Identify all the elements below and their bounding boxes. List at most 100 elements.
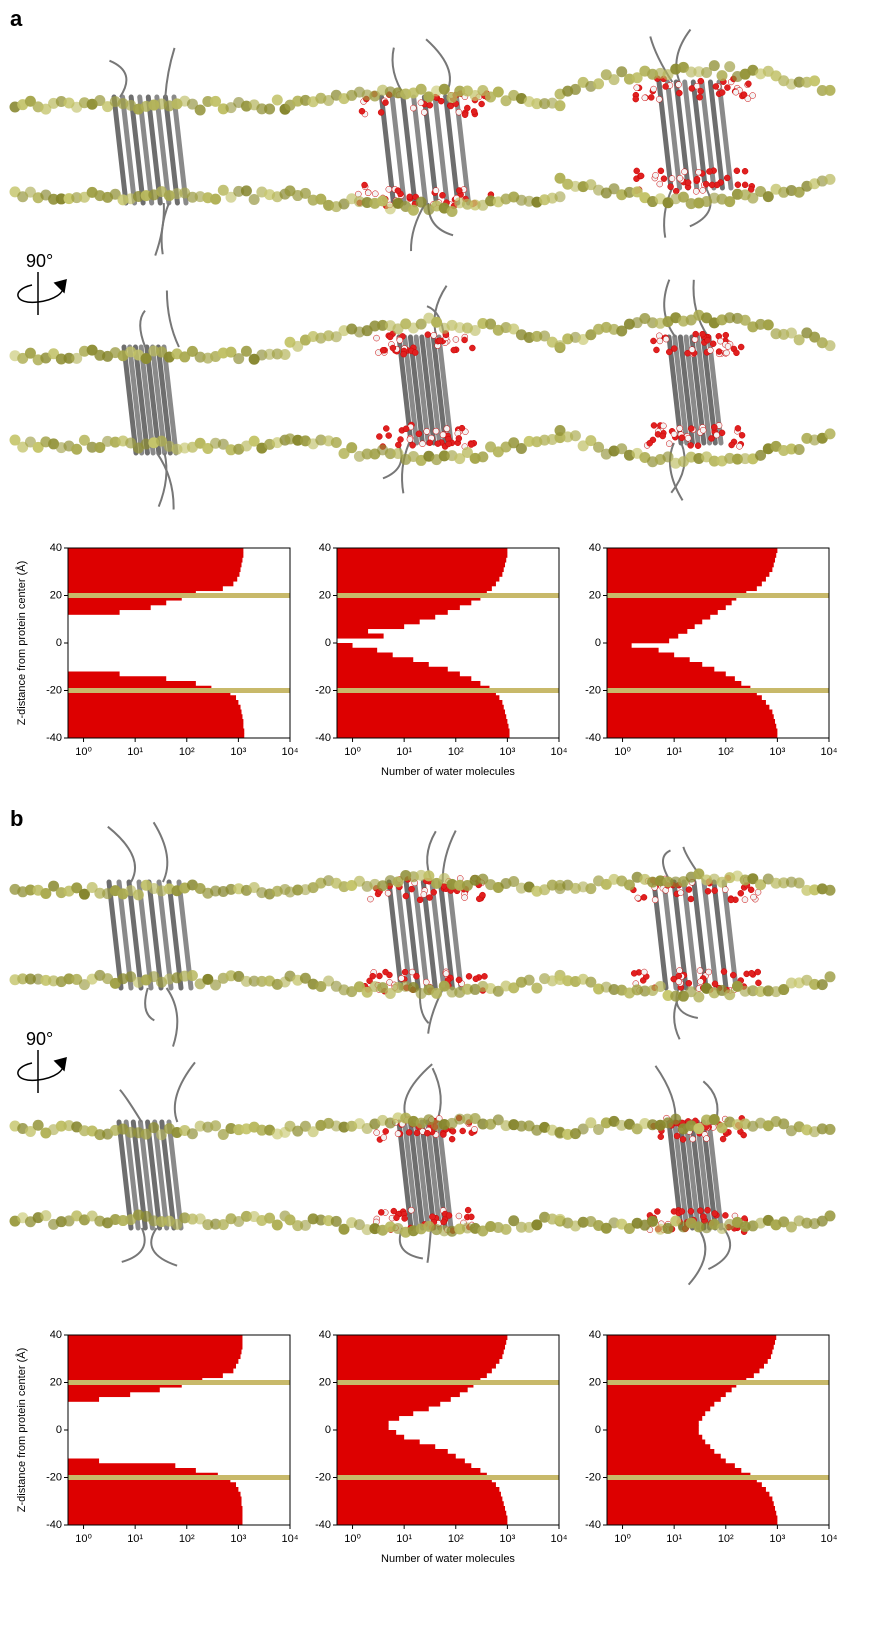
lipid-head bbox=[415, 83, 427, 95]
beta-strand bbox=[389, 94, 407, 206]
x-tick-label: 10¹ bbox=[396, 1533, 412, 1545]
lipid-head bbox=[461, 446, 473, 458]
water bbox=[402, 892, 410, 900]
bar bbox=[337, 1387, 468, 1393]
bar bbox=[337, 552, 508, 558]
lipid-head bbox=[816, 1215, 828, 1227]
water bbox=[711, 424, 718, 431]
lipid-head bbox=[338, 447, 350, 459]
beta-strand bbox=[671, 879, 689, 991]
bar bbox=[337, 671, 460, 677]
bar bbox=[337, 1487, 500, 1493]
lipid-head bbox=[94, 442, 106, 454]
bar bbox=[607, 1439, 706, 1445]
lipid-head bbox=[330, 331, 342, 343]
lipid-head bbox=[48, 193, 60, 205]
water bbox=[676, 89, 683, 97]
molecule-render bbox=[284, 285, 566, 494]
bar bbox=[337, 595, 481, 601]
bar bbox=[607, 1515, 778, 1521]
y-tick-label: -20 bbox=[585, 684, 601, 696]
water bbox=[449, 1128, 457, 1135]
water bbox=[464, 1206, 472, 1214]
rotation-arrow bbox=[17, 272, 67, 1093]
bar bbox=[607, 609, 718, 615]
bar bbox=[607, 1401, 715, 1407]
bar bbox=[337, 1496, 503, 1502]
water bbox=[696, 967, 704, 974]
lipid-head bbox=[415, 196, 427, 208]
bar bbox=[68, 1335, 243, 1341]
bar bbox=[337, 1339, 507, 1345]
bar bbox=[607, 681, 742, 687]
lipid-head bbox=[338, 198, 350, 210]
lipid-head bbox=[194, 1213, 206, 1225]
beta-strand bbox=[701, 879, 719, 991]
beta-strand bbox=[706, 1119, 724, 1231]
lipid-head bbox=[210, 1120, 222, 1132]
water bbox=[704, 1206, 711, 1214]
water bbox=[372, 190, 379, 197]
lipid-head bbox=[240, 975, 252, 987]
water bbox=[745, 80, 752, 88]
lipid-head bbox=[86, 441, 98, 453]
water bbox=[667, 183, 674, 190]
lipid-head bbox=[55, 193, 67, 205]
bar bbox=[607, 714, 774, 720]
water bbox=[640, 894, 648, 901]
lipid-head bbox=[554, 424, 566, 436]
lipid-head bbox=[148, 971, 160, 983]
lipid-head bbox=[647, 1215, 659, 1227]
molecule-render bbox=[284, 830, 566, 1034]
beta-strand bbox=[152, 1119, 170, 1231]
beta-strand bbox=[425, 334, 443, 446]
loop bbox=[165, 987, 179, 1047]
water bbox=[633, 84, 640, 91]
bar bbox=[68, 1501, 242, 1507]
bar bbox=[607, 1449, 715, 1455]
y-tick-label: -40 bbox=[585, 732, 601, 744]
water bbox=[734, 425, 742, 432]
lipid-head bbox=[40, 887, 52, 899]
y-tick-label: 40 bbox=[589, 542, 601, 554]
water bbox=[405, 1129, 413, 1136]
lipid-head bbox=[315, 193, 327, 205]
beta-strand bbox=[146, 879, 164, 991]
lipid-head bbox=[194, 437, 206, 449]
lipid-head bbox=[793, 76, 805, 88]
water bbox=[685, 980, 693, 987]
water bbox=[677, 889, 684, 896]
lipid-head bbox=[407, 982, 419, 994]
bar bbox=[607, 633, 679, 639]
bar bbox=[337, 1463, 472, 1469]
bar bbox=[607, 552, 777, 558]
lipid-head bbox=[40, 103, 52, 115]
water bbox=[676, 174, 684, 182]
water bbox=[409, 968, 416, 976]
loop bbox=[663, 187, 674, 238]
lipid-head bbox=[685, 986, 697, 998]
bar bbox=[607, 595, 737, 601]
lipid-head bbox=[608, 74, 620, 86]
water bbox=[394, 187, 402, 194]
water bbox=[708, 181, 716, 189]
water bbox=[709, 340, 717, 348]
lipid-head bbox=[824, 1210, 836, 1222]
water bbox=[733, 349, 740, 357]
water bbox=[734, 181, 742, 188]
lipid-head bbox=[577, 440, 589, 452]
water bbox=[728, 441, 735, 449]
beta-strand bbox=[661, 879, 679, 991]
beta-strand bbox=[411, 94, 429, 206]
x-tick-label: 10⁰ bbox=[614, 1533, 631, 1545]
lipid-head bbox=[693, 1123, 705, 1135]
beta-strand bbox=[402, 1119, 420, 1231]
bar bbox=[607, 1434, 703, 1440]
lipid-head bbox=[438, 1225, 450, 1237]
beta-strand bbox=[126, 879, 144, 991]
lipid-head bbox=[17, 973, 29, 985]
water bbox=[434, 440, 442, 447]
beta-strand bbox=[144, 344, 162, 456]
lipid-head bbox=[384, 203, 396, 215]
lipid-head bbox=[631, 72, 643, 84]
